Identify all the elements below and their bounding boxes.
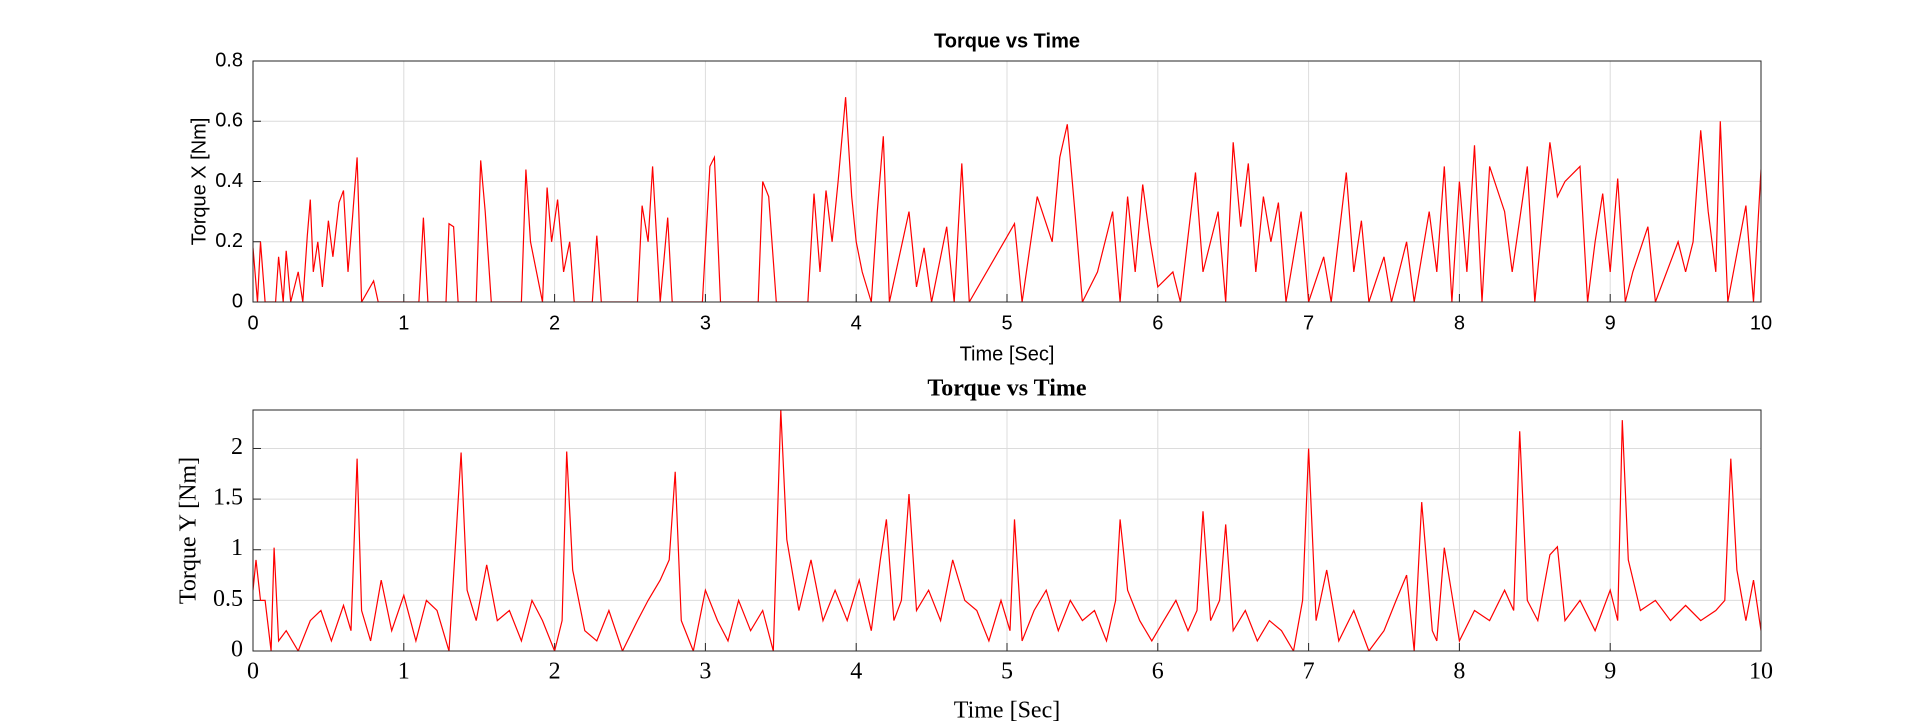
y-tick-label: 0	[231, 637, 243, 663]
x-axis-label: Time [Sec]	[954, 698, 1060, 724]
x-tick-label: 10	[1750, 312, 1772, 334]
x-tick-label: 4	[850, 659, 862, 685]
y-tick-label: 1.5	[213, 485, 243, 511]
x-tick-label: 8	[1453, 659, 1465, 685]
x-tick-label: 9	[1605, 312, 1616, 334]
y-tick-label: 0.5	[213, 586, 243, 612]
data-line	[253, 97, 1761, 302]
x-tick-label: 6	[1152, 312, 1163, 334]
y-tick-label: 0	[232, 290, 243, 312]
axes-box	[252, 409, 1762, 652]
chart-title: Torque vs Time	[934, 30, 1080, 52]
y-tick-label: 0.4	[215, 170, 243, 192]
subplot-top: 0 1 2 3 4 5 6 7 8 9 10 0 0.2 0.4 0.6 0.8 Torque vs Time T…	[188, 30, 1772, 365]
y-axis-label: Torque X [Nm]	[188, 118, 210, 246]
x-tick-label: 2	[549, 312, 560, 334]
x-tick-label: 6	[1152, 659, 1164, 685]
y-tick-label: 1	[231, 535, 243, 561]
x-tick-label: 5	[1001, 312, 1012, 334]
x-tick-label: 3	[700, 312, 711, 334]
y-tick-label: 2	[231, 434, 243, 460]
x-tick-label: 10	[1749, 659, 1773, 685]
y-tick-label: 0.8	[215, 49, 243, 71]
axes-box	[252, 60, 1762, 303]
x-tick-label: 8	[1454, 312, 1465, 334]
y-tick-label: 0.2	[215, 230, 243, 252]
x-tick-label: 0	[247, 312, 258, 334]
x-tick-label: 7	[1303, 659, 1315, 685]
x-tick-label: 1	[398, 312, 409, 334]
chart-title: Torque vs Time	[927, 376, 1087, 402]
x-tick-label: 7	[1303, 312, 1314, 334]
y-tick-label: 0.6	[215, 110, 243, 132]
x-tick-label: 0	[247, 659, 259, 685]
x-tick-label: 1	[398, 659, 410, 685]
x-axis-label: Time [Sec]	[960, 343, 1055, 365]
x-tick-label: 9	[1604, 659, 1616, 685]
x-tick-label: 2	[549, 659, 561, 685]
x-tick-label: 5	[1001, 659, 1013, 685]
subplot-bottom: 0 1 2 3 4 5 6 7 8 9 10 0 0.5 1 1.5 2 Torque vs Time Time …	[176, 376, 1774, 724]
x-tick-label: 3	[699, 659, 711, 685]
data-line	[253, 410, 1761, 651]
x-tick-label: 4	[851, 312, 862, 334]
y-axis-label: Torque Y [Nm]	[176, 457, 202, 604]
